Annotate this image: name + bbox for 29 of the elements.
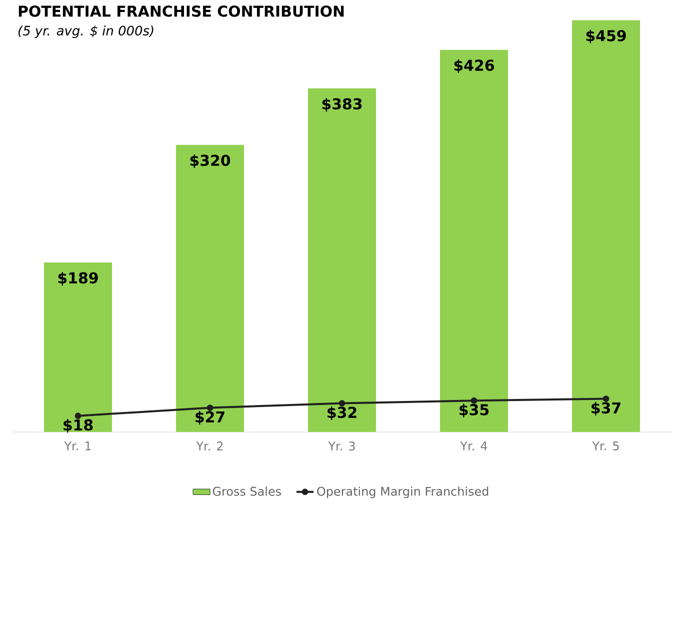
data-label: $18 [64,419,93,433]
data-label: $35 [460,404,489,418]
point [206,404,214,411]
data-label: $32 [328,406,356,420]
data-label: $37 [592,402,620,416]
data-label: $383 [322,98,362,112]
x-tick-label: Yr. 4 [460,442,488,450]
bar [176,144,244,432]
data-label: $189 [58,272,98,286]
x-tick-label: Yr. 5 [592,442,619,450]
data-label: $426 [454,59,494,73]
data-label: $320 [190,154,230,168]
point [470,397,478,404]
x-tick-label: Yr. 1 [64,442,91,450]
bar [572,20,640,432]
data-label: $459 [586,30,626,44]
bar [44,262,112,432]
legend-label: Operating Margin Franchised [317,486,488,498]
bar [440,50,508,432]
point [338,400,346,406]
point [74,412,82,420]
data-label: $27 [196,410,224,425]
bar [308,88,376,432]
x-tick-label: Yr. 3 [328,442,355,451]
legend-label: Gross Sales [212,486,281,496]
chart-subtitle: (5 yr. avg. $ in 000s) [18,26,154,38]
x-tick-label: Yr. 2 [196,442,223,450]
chart-title: POTENTIAL FRANCHISE CONTRIBUTION [18,6,344,17]
point [602,396,610,402]
